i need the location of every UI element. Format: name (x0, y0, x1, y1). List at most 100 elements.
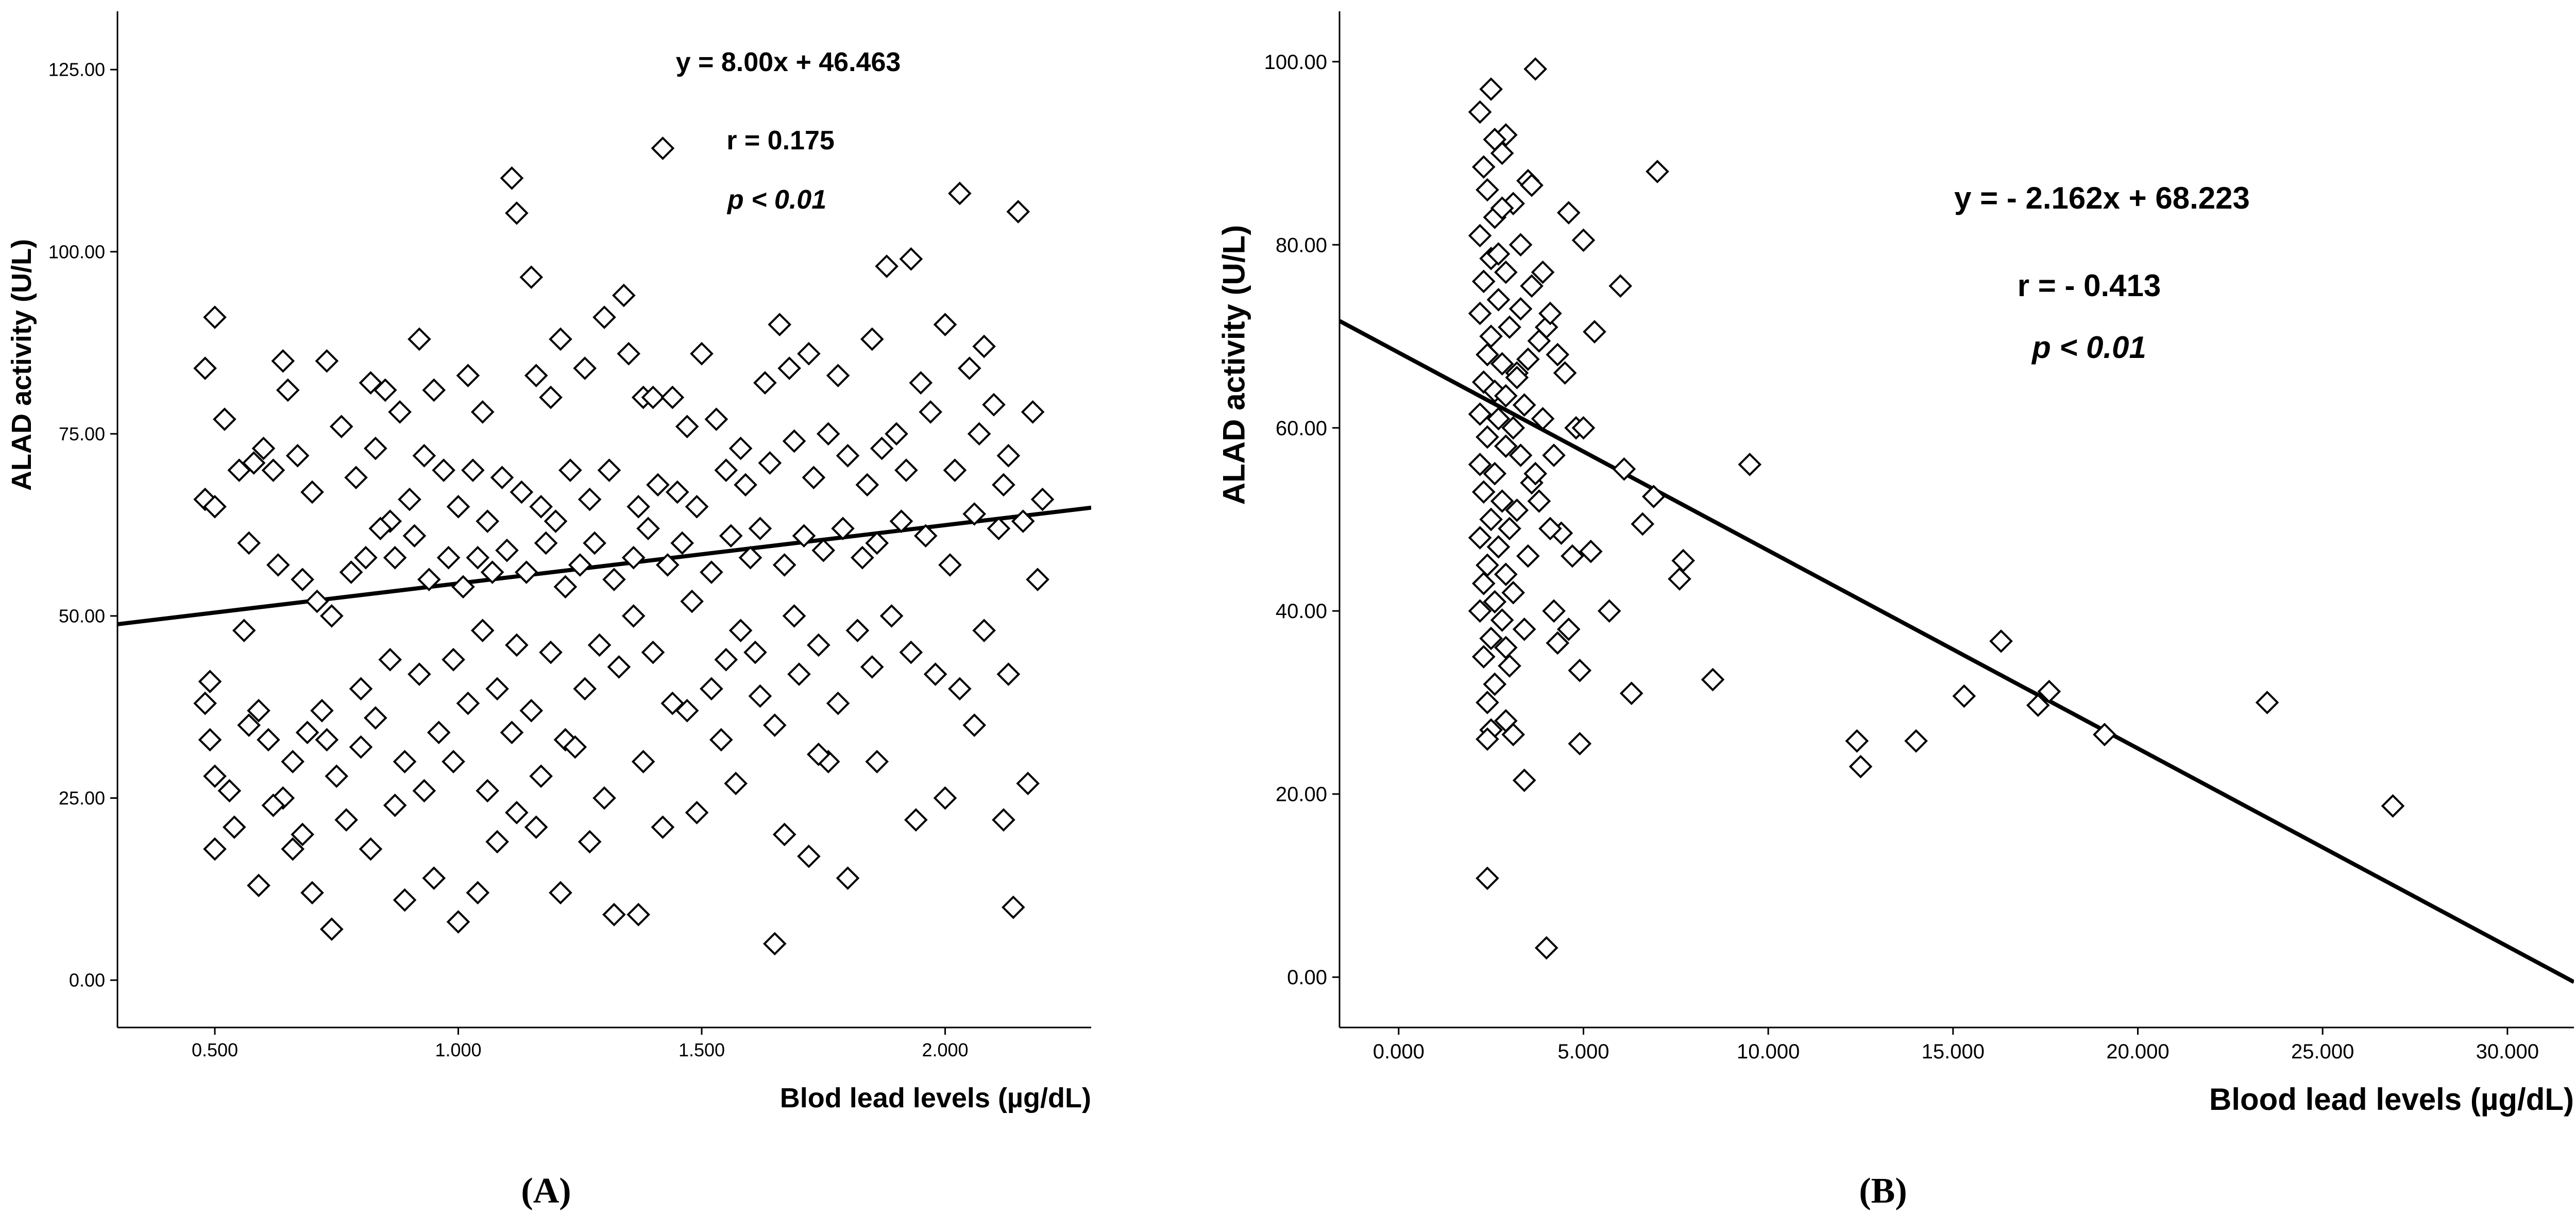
data-point (339, 560, 363, 584)
data-point (408, 327, 431, 351)
data-point (1509, 233, 1533, 257)
data-point (899, 640, 923, 664)
data-point (300, 480, 324, 504)
data-point (855, 473, 879, 497)
data-point (1553, 361, 1577, 385)
data-point (470, 619, 495, 643)
data-point (1641, 485, 1666, 508)
data-point (1490, 352, 1514, 376)
data-point (728, 619, 753, 643)
data-point (865, 749, 889, 774)
data-point (1579, 539, 1603, 563)
regression-line (117, 505, 1091, 626)
data-point (636, 517, 660, 541)
data-point (894, 458, 918, 482)
y-axis-title: ALAD activity (U/L) (1217, 225, 1251, 505)
data-point (1538, 301, 1562, 326)
data-point (2037, 679, 2061, 704)
data-point (261, 793, 285, 817)
data-point (870, 436, 894, 460)
data-point (222, 815, 246, 839)
data-point (505, 800, 529, 825)
x-axis-title: Blod lead levels (µg/dL) (780, 1083, 1091, 1114)
data-point (685, 800, 709, 825)
data-point (962, 502, 987, 526)
data-point (476, 779, 500, 803)
data-point (495, 538, 519, 562)
data-point (899, 247, 923, 271)
data-point (446, 910, 470, 934)
data-point (422, 378, 446, 402)
data-point (933, 313, 957, 336)
annotation: r = 0.175 (726, 126, 835, 156)
data-point (738, 545, 762, 570)
data-point (1030, 487, 1055, 511)
data-point (1501, 580, 1525, 605)
data-point (1471, 269, 1496, 294)
data-point (1501, 723, 1525, 747)
data-point (349, 735, 373, 759)
data-point (1479, 507, 1503, 532)
data-point (359, 837, 383, 861)
data-point (281, 837, 305, 861)
data-point (1619, 681, 1643, 706)
data-point (198, 728, 222, 752)
data-point (748, 517, 772, 541)
data-point (261, 458, 285, 482)
data-point (251, 436, 276, 460)
data-point (1556, 617, 1581, 641)
data-point (826, 364, 850, 387)
data-point (451, 575, 475, 599)
data-point (602, 568, 626, 592)
data-point (1011, 509, 1035, 533)
data-point (1479, 324, 1503, 348)
y-tick-label: 40.00 (1276, 600, 1327, 623)
data-point (334, 808, 358, 832)
data-point (792, 524, 816, 548)
data-point (1476, 553, 1499, 577)
data-point (485, 830, 509, 854)
data-point (675, 698, 699, 723)
data-point (728, 436, 753, 460)
data-point (621, 604, 646, 628)
data-point (476, 509, 500, 533)
y-tick-label: 50.00 (59, 605, 105, 626)
data-point (349, 677, 373, 701)
data-point (1486, 407, 1511, 431)
data-point (1490, 196, 1514, 220)
data-point (811, 538, 836, 562)
x-axis-title: Blood lead levels (µg/dL) (2209, 1082, 2574, 1117)
data-point (383, 793, 407, 817)
data-point (237, 713, 261, 737)
data-point (919, 400, 942, 424)
data-point (592, 305, 616, 329)
data-point (1001, 895, 1025, 919)
data-point (285, 443, 310, 468)
data-point (782, 604, 806, 628)
data-point (1612, 457, 1636, 481)
regression-line (1340, 319, 2574, 984)
data-point (831, 517, 855, 541)
data-point (436, 545, 461, 570)
data-point (1006, 200, 1030, 224)
data-point (660, 385, 685, 409)
data-point (1483, 461, 1507, 486)
x-tick-label: 1.000 (435, 1039, 481, 1060)
data-point (724, 772, 748, 796)
data-point (558, 458, 582, 482)
data-point (1556, 201, 1581, 225)
data-point (992, 473, 1015, 497)
data-point (344, 466, 368, 490)
x-tick-label: 0.500 (192, 1039, 238, 1060)
data-point (1512, 393, 1536, 417)
data-point (1490, 608, 1514, 632)
x-tick-label: 25.000 (2291, 1040, 2354, 1063)
data-point (1498, 654, 1521, 678)
data-point (2255, 691, 2279, 714)
data-point (213, 407, 236, 431)
data-point (378, 647, 402, 672)
data-point (2026, 693, 2050, 717)
data-point (1561, 544, 1584, 568)
data-point (1016, 772, 1040, 796)
data-point (573, 677, 597, 701)
